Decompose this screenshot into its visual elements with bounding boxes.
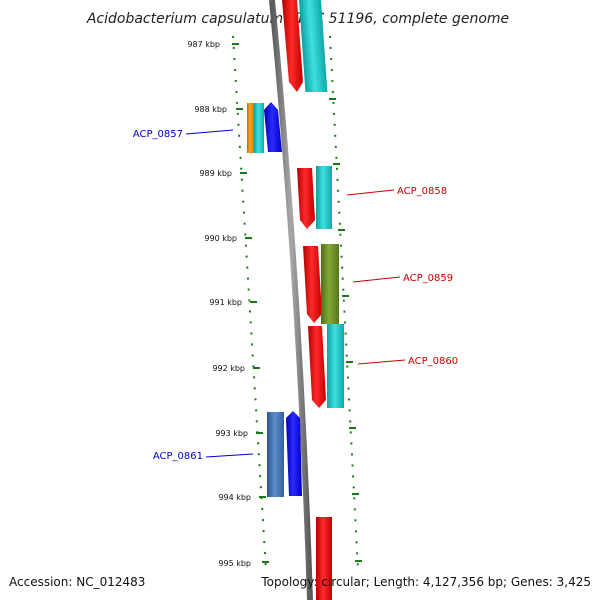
leader-line	[346, 189, 395, 196]
tick-label: 990 kbp	[204, 234, 237, 243]
ruler-dots	[232, 35, 359, 571]
topology-text: Topology: circular; Length: 4,127,356 bp…	[260, 575, 591, 589]
tick-label: 989 kbp	[199, 169, 232, 178]
gene-label-acp0857[interactable]: ACP_0857	[133, 129, 183, 140]
leader-line	[352, 276, 401, 283]
gene-blue[interactable]	[264, 102, 282, 152]
leader-line	[185, 129, 234, 135]
gene-blue[interactable]	[286, 411, 302, 496]
gene-red[interactable]	[303, 246, 322, 323]
accession-text: Accession: NC_012483	[9, 575, 145, 589]
gene-red[interactable]	[297, 168, 315, 229]
gene-red[interactable]	[282, 0, 303, 92]
tick-label: 988 kbp	[194, 105, 227, 114]
gene-steelblue[interactable]	[267, 412, 284, 497]
tick-labels: 987 kbp 988 kbp 989 kbp 990 kbp 991 kbp …	[187, 40, 251, 568]
tick-label: 991 kbp	[209, 298, 242, 307]
gene-red[interactable]	[308, 326, 326, 408]
gene-label-acp0861[interactable]: ACP_0861	[153, 451, 203, 462]
leader-line	[205, 453, 254, 458]
gene-orange[interactable]	[247, 103, 254, 153]
gene-cyan[interactable]	[254, 103, 264, 153]
gene-label-acp0858[interactable]: ACP_0858	[397, 186, 447, 197]
gene-cyan[interactable]	[327, 324, 344, 408]
gene-label-acp0860[interactable]: ACP_0860	[408, 356, 458, 367]
gene-olive[interactable]	[321, 244, 339, 324]
tick-label: 992 kbp	[212, 364, 245, 373]
gene-label-acp0859[interactable]: ACP_0859	[403, 273, 453, 284]
tick-label: 987 kbp	[187, 40, 220, 49]
tick-marks	[232, 43, 362, 563]
leader-line	[357, 359, 406, 365]
gene-cyan[interactable]	[299, 0, 328, 92]
tick-label: 995 kbp	[218, 559, 251, 568]
genome-backbone	[269, 0, 313, 600]
tick-label: 993 kbp	[215, 429, 248, 438]
gene-cyan[interactable]	[316, 166, 332, 229]
gene-red[interactable]	[316, 517, 332, 600]
tick-label: 994 kbp	[218, 493, 251, 502]
